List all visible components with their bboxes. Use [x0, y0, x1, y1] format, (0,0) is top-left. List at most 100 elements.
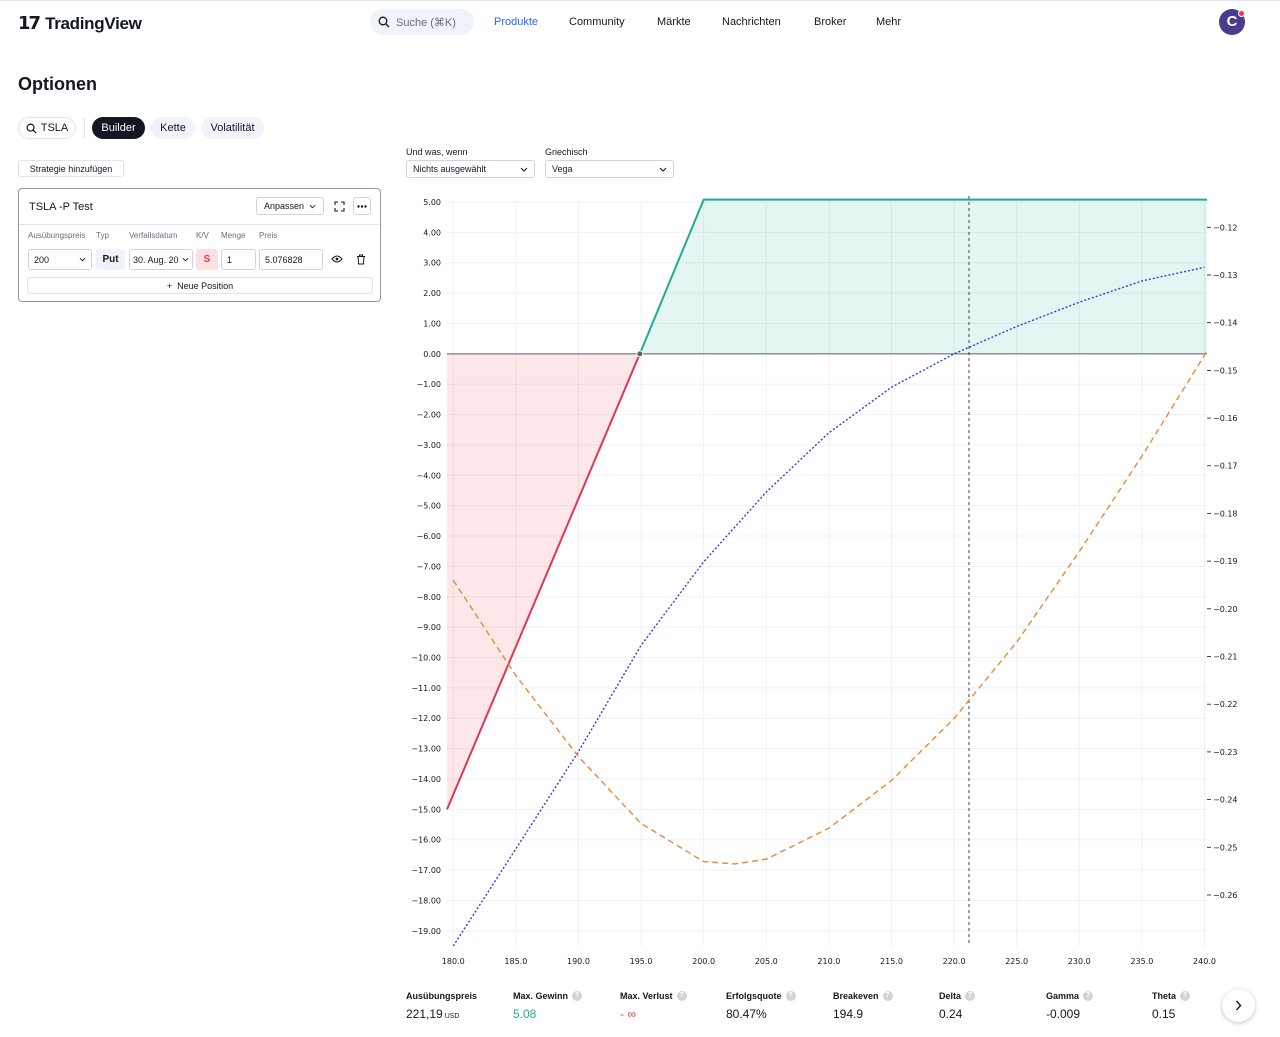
strategy-title: TSLA -P Test — [29, 201, 93, 213]
x-tick-label: 225.0 — [1005, 957, 1028, 966]
x-tick-label: 190.0 — [567, 957, 590, 966]
help-icon[interactable]: ? — [965, 991, 976, 1001]
y-tick-label: −13.00 — [411, 745, 441, 754]
y-tick-label: 0.00 — [423, 350, 441, 359]
x-tick-label: 195.0 — [630, 957, 653, 966]
add-strategy-button[interactable]: Strategie hinzufügen — [18, 160, 124, 177]
help-icon[interactable]: ? — [882, 991, 893, 1001]
help-icon[interactable]: ? — [676, 991, 687, 1001]
stat-value: 0.15 — [1152, 1007, 1176, 1021]
next-stats-button[interactable] — [1222, 989, 1255, 1022]
nav-item-nachrichten[interactable]: Nachrichten — [722, 16, 781, 28]
y2-tick-label: −0.24 — [1213, 796, 1238, 805]
nav-item-mehr[interactable]: Mehr — [876, 16, 902, 28]
y2-tick-label: −0.22 — [1213, 700, 1238, 709]
y-tick-label: −8.00 — [416, 593, 441, 602]
nav-item-community[interactable]: Community — [569, 16, 625, 28]
y-tick-label: −9.00 — [416, 623, 441, 632]
chevron-down-icon — [309, 204, 316, 208]
x-tick-label: 210.0 — [817, 957, 840, 966]
stat-value: 80.47% — [726, 1007, 767, 1021]
y2-tick-label: −0.20 — [1213, 605, 1238, 614]
ticker-search[interactable]: TSLA — [18, 117, 76, 139]
tab-builder[interactable]: Builder — [92, 117, 145, 139]
stat-label: Theta? — [1152, 991, 1191, 1001]
stat-value: - ∞ — [620, 1007, 636, 1021]
x-tick-label: 230.0 — [1068, 957, 1091, 966]
y-tick-label: −7.00 — [416, 562, 441, 571]
stat-strike: Ausübungspreis 221,19 USD — [406, 991, 477, 1021]
type-toggle[interactable]: Put — [96, 249, 125, 270]
y2-tick-label: −0.26 — [1213, 891, 1238, 900]
greek-value: Vega — [552, 164, 573, 174]
payoff-chart[interactable]: 5.00 4.00 3.00 2.00 1.00 0.00 −1.00 −2.00 −3.00 −… — [400, 190, 1240, 980]
stat-value: -0.009 — [1046, 1007, 1081, 1021]
search-button[interactable]: Suche (⌘K) — [370, 9, 474, 35]
x-tick-label: 200.0 — [692, 957, 715, 966]
price-input[interactable]: 5.076828 — [259, 249, 323, 270]
y-tick-label: −1.00 — [416, 380, 441, 389]
chevron-right-icon — [1235, 1000, 1242, 1011]
y-tick-label: 1.00 — [423, 319, 441, 328]
strategy-card: TSLA -P Test Anpassen Ausübungspreis Typ… — [18, 188, 381, 302]
page-title: Optionen — [18, 74, 97, 94]
stat-label: Max. Gewinn? — [513, 991, 583, 1001]
logo-text: TradingView — [45, 13, 142, 33]
greek-select[interactable]: Vega — [545, 160, 674, 178]
column-header-side: K/V — [196, 231, 209, 240]
stat-value: 194.9 — [833, 1007, 864, 1021]
whatif-label: Und was, wenn — [406, 147, 468, 157]
stat-delta: Delta? 0.24 — [939, 991, 976, 1021]
y2-tick-label: −0.23 — [1213, 748, 1238, 757]
search-icon — [378, 16, 390, 28]
stat-value: 221,19 USD — [406, 1007, 460, 1021]
help-icon[interactable]: ? — [1180, 991, 1191, 1001]
nav-item-broker[interactable]: Broker — [814, 16, 847, 28]
eye-icon[interactable] — [330, 252, 344, 266]
strike-select[interactable]: 200 — [28, 249, 92, 270]
whatif-select[interactable]: Nichts ausgewählt — [406, 160, 535, 178]
y-tick-label: −17.00 — [411, 866, 441, 875]
stat-value: 0.24 — [939, 1007, 963, 1021]
customize-button[interactable]: Anpassen — [256, 197, 324, 215]
payoff-profit-line — [638, 198, 1207, 355]
x-tick-label: 235.0 — [1130, 957, 1153, 966]
nav-item-maerkte[interactable]: Märkte — [657, 16, 691, 28]
profit-area — [639, 199, 1207, 354]
stat-gamma: Gamma? -0.009 — [1046, 991, 1094, 1021]
y2-tick-label: −0.15 — [1213, 366, 1238, 375]
add-position-button[interactable]: + Neue Position — [27, 277, 373, 294]
y-tick-label: −11.00 — [411, 684, 441, 693]
y-tick-label: −5.00 — [416, 502, 441, 511]
more-button[interactable] — [353, 197, 371, 215]
quantity-input[interactable]: 1 — [221, 249, 256, 270]
tab-volatilitaet[interactable]: Volatilität — [201, 117, 264, 139]
divider — [19, 224, 380, 225]
x-tick-label: 185.0 — [504, 957, 527, 966]
column-header-quantity: Menge — [221, 231, 246, 240]
expand-button[interactable] — [330, 197, 348, 215]
y-tick-label: 2.00 — [423, 289, 441, 298]
vega-line — [452, 350, 1208, 865]
x-tick-label: 220.0 — [943, 957, 966, 966]
search-placeholder: Suche (⌘K) — [396, 16, 456, 29]
x-tick-label: 180.0 — [442, 957, 465, 966]
help-icon[interactable]: ? — [1083, 991, 1094, 1001]
y2-tick-label: −0.19 — [1213, 557, 1238, 566]
nav-item-produkte[interactable]: Produkte — [494, 16, 539, 28]
column-header-expiry: Verfallsdatum — [129, 231, 178, 240]
expiry-select[interactable]: 30. Aug. 20 — [129, 249, 193, 270]
trash-icon[interactable] — [354, 252, 368, 266]
stat-label: Ausübungspreis — [406, 991, 478, 1001]
tab-kette[interactable]: Kette — [151, 117, 195, 139]
stat-label: Max. Verlust? — [620, 991, 687, 1001]
stat-label: Breakeven? — [833, 991, 893, 1001]
side-toggle[interactable]: S — [196, 249, 218, 270]
y-tick-label: 4.00 — [423, 228, 441, 237]
chevron-down-icon — [182, 257, 189, 262]
add-position-label: Neue Position — [177, 280, 234, 291]
y-tick-label: −4.00 — [416, 471, 441, 480]
help-icon[interactable]: ? — [785, 991, 796, 1001]
tradingview-logo[interactable]: 17 TradingView — [18, 13, 142, 34]
help-icon[interactable]: ? — [572, 991, 583, 1001]
